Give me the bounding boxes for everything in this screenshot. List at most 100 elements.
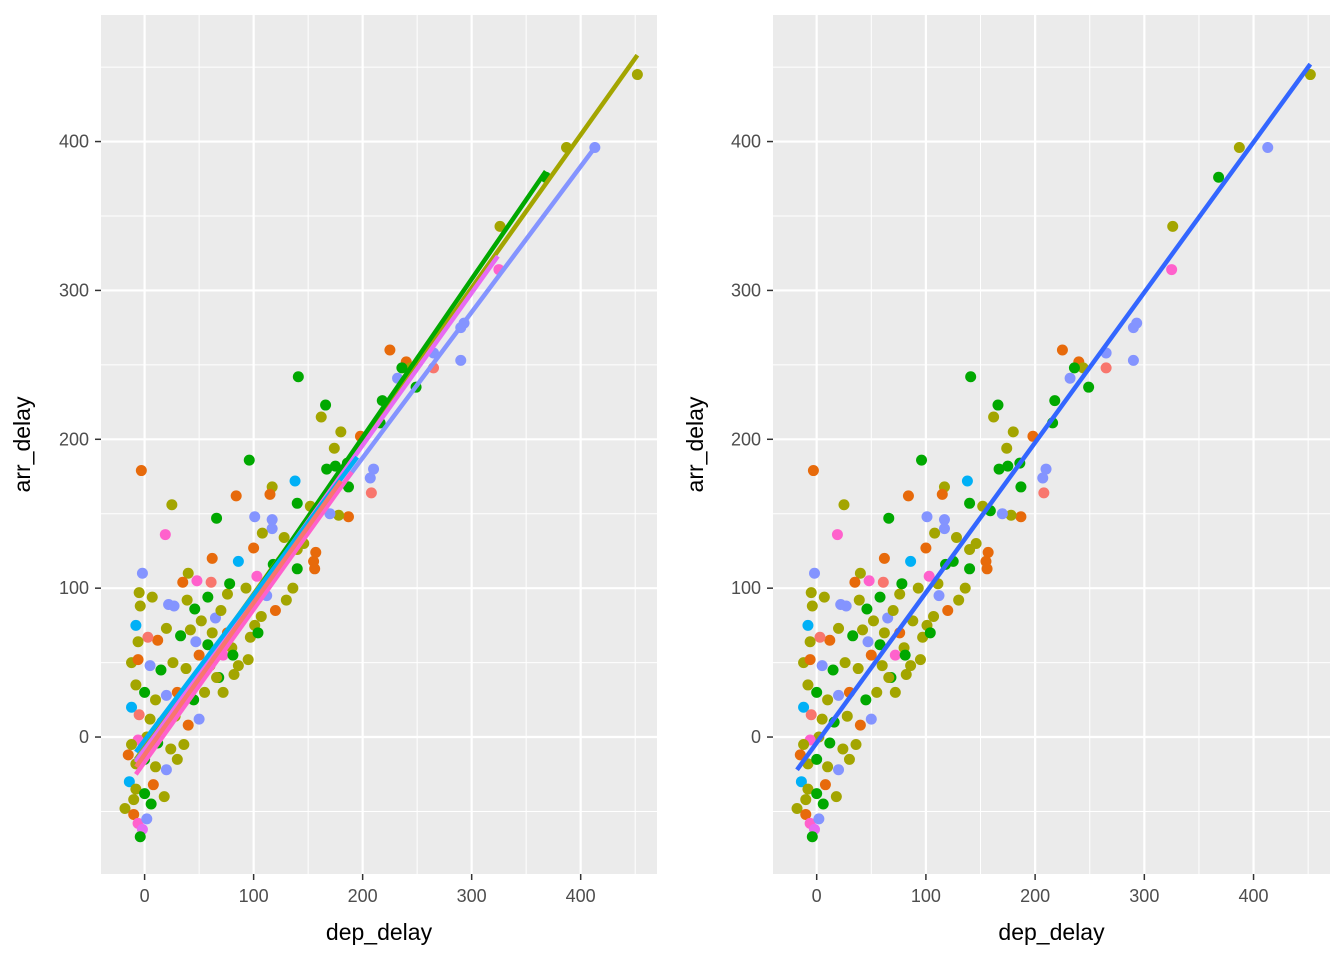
data-point	[165, 743, 177, 755]
x-axis-title: dep_delay	[998, 919, 1105, 945]
x-tick-label: 400	[1239, 886, 1269, 906]
data-point	[133, 587, 145, 599]
data-point	[883, 512, 895, 524]
data-point	[228, 669, 240, 681]
data-point	[816, 660, 828, 672]
data-point	[894, 588, 906, 600]
data-point	[854, 567, 866, 579]
data-point	[132, 636, 144, 648]
data-point	[328, 442, 340, 454]
data-point	[158, 791, 170, 803]
data-point	[146, 591, 158, 603]
data-point	[160, 622, 172, 634]
y-axis-title: arr_delay	[682, 396, 708, 492]
data-point	[264, 488, 276, 500]
data-point	[193, 713, 205, 725]
data-point	[251, 570, 263, 582]
data-point	[841, 710, 853, 722]
data-point	[249, 511, 261, 523]
data-point	[798, 738, 810, 750]
data-point	[159, 529, 171, 541]
data-point	[862, 636, 874, 648]
data-point	[916, 454, 928, 466]
data-point	[1015, 511, 1027, 523]
data-point	[255, 610, 267, 622]
data-point	[160, 689, 172, 701]
data-point	[802, 679, 814, 691]
fit-line	[134, 470, 354, 776]
data-point	[1100, 362, 1112, 374]
y-tick-label: 100	[59, 578, 89, 598]
data-point	[199, 686, 211, 698]
data-point	[211, 512, 223, 524]
data-point	[857, 624, 869, 636]
data-point	[368, 463, 380, 475]
data-point	[215, 604, 227, 616]
data-point	[324, 508, 336, 520]
data-point	[195, 615, 207, 627]
data-point	[827, 664, 839, 676]
y-tick-label: 100	[731, 578, 761, 598]
data-point	[205, 576, 217, 588]
lines-layer	[134, 53, 640, 776]
data-point	[874, 639, 886, 651]
data-point	[155, 664, 167, 676]
data-point	[883, 671, 895, 683]
data-point	[981, 563, 993, 575]
data-point	[1127, 354, 1139, 366]
data-point	[1083, 381, 1095, 393]
y-axis-title: arr_delay	[9, 396, 35, 492]
data-point	[923, 570, 935, 582]
x-tick-label: 100	[911, 886, 941, 906]
data-point	[867, 615, 879, 627]
data-point	[252, 627, 264, 639]
data-point	[166, 499, 178, 511]
data-point	[813, 813, 825, 825]
data-point	[230, 490, 242, 502]
data-point	[190, 636, 202, 648]
data-point	[139, 788, 151, 800]
data-point	[291, 497, 303, 509]
data-point	[150, 694, 162, 706]
data-point	[850, 738, 862, 750]
data-point	[853, 594, 865, 606]
data-point	[847, 630, 859, 642]
data-point	[874, 591, 886, 603]
data-point	[830, 791, 842, 803]
points-layer	[791, 69, 1316, 843]
data-point	[824, 737, 836, 749]
data-point	[206, 627, 218, 639]
x-axis-title: dep_delay	[326, 919, 433, 945]
data-point	[150, 761, 162, 773]
data-point	[189, 603, 201, 615]
data-point	[878, 627, 890, 639]
x-tick-label: 0	[812, 886, 822, 906]
data-point	[805, 709, 817, 721]
data-point	[266, 514, 278, 526]
data-point	[889, 649, 901, 661]
data-point	[278, 532, 290, 544]
data-point	[804, 636, 816, 648]
data-point	[889, 686, 901, 698]
data-point	[928, 610, 940, 622]
data-point	[819, 779, 831, 791]
data-point	[139, 686, 151, 698]
data-point	[309, 563, 321, 575]
data-point	[860, 694, 872, 706]
data-point	[364, 472, 376, 484]
data-point	[256, 527, 268, 539]
data-point	[152, 634, 164, 646]
left-panel: 0 100 200 300 400 0 100 200 300 400 dep_delay arr_d…	[9, 15, 657, 945]
data-point	[1040, 463, 1052, 475]
data-point	[177, 576, 189, 588]
y-tick-label: 400	[731, 132, 761, 152]
data-point	[964, 497, 976, 509]
data-point	[1038, 487, 1050, 499]
data-point	[865, 649, 877, 661]
data-point	[1002, 460, 1014, 472]
plot-background	[773, 15, 1330, 874]
data-point	[843, 753, 855, 765]
data-point	[243, 454, 255, 466]
data-point	[865, 713, 877, 725]
